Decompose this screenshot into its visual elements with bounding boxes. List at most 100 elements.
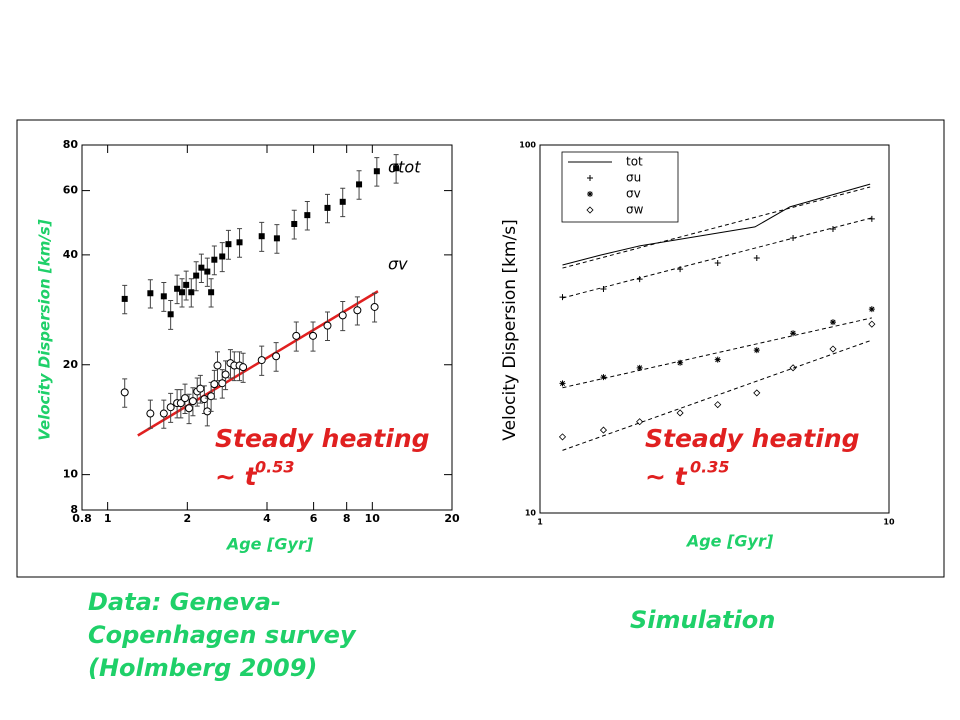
point [324, 204, 331, 211]
y-axis-label: Velocity Dispersion [km/s] [500, 219, 520, 440]
x-axis-label: Age [Gyr] [225, 535, 314, 554]
y-axis-label: Velocity Dispersion [km/s] [36, 219, 54, 440]
point [146, 409, 155, 418]
point [714, 356, 721, 363]
point [868, 320, 876, 328]
plot-frame [539, 144, 890, 514]
point [636, 276, 643, 283]
point [273, 235, 280, 242]
point [196, 384, 205, 393]
point [829, 226, 836, 233]
point [160, 293, 167, 300]
legend-swatch [587, 191, 593, 197]
y-tick-label: 60 [63, 184, 79, 197]
point [868, 215, 875, 222]
point [188, 289, 195, 296]
x-tick-label: 10 [883, 518, 895, 527]
caption: Data: Geneva- [88, 588, 281, 616]
annotation: ~ t [215, 462, 258, 491]
point [174, 285, 181, 292]
x-axis-label: Age [Gyr] [685, 532, 774, 551]
x-tick-label: 20 [444, 512, 460, 525]
point [181, 394, 190, 403]
point [677, 266, 684, 273]
point [753, 389, 761, 397]
caption: (Holmberg 2009) [88, 654, 317, 682]
caption: Simulation [630, 606, 775, 634]
annotation: Steady heating [645, 424, 860, 453]
point [559, 294, 566, 301]
y-tick-label: 80 [63, 138, 79, 151]
y-tick-label: 10 [63, 468, 79, 481]
point [221, 370, 230, 379]
y-tick-label: 20 [63, 358, 79, 371]
point [353, 306, 362, 315]
point [218, 379, 227, 388]
point [829, 345, 837, 353]
point [166, 403, 175, 412]
point [599, 426, 608, 434]
point [272, 352, 281, 361]
point [790, 234, 797, 241]
legend-label: σtot [388, 158, 421, 177]
point [304, 212, 311, 219]
point [558, 433, 567, 441]
model-line [562, 317, 872, 389]
point [829, 319, 836, 326]
legend-label: σu [626, 171, 641, 185]
annotation: Steady heating [215, 424, 430, 453]
point [167, 311, 174, 318]
point [208, 289, 215, 296]
plot-frame [81, 144, 453, 511]
caption: Copenhagen survey [88, 621, 357, 649]
point [147, 290, 154, 297]
point [370, 302, 379, 311]
annotation: 0.53 [255, 458, 294, 477]
point [213, 361, 222, 370]
x-tick-label: 1 [104, 512, 112, 525]
fit-line [137, 290, 379, 437]
point [559, 380, 566, 387]
point [204, 268, 211, 275]
legend [561, 151, 679, 223]
point [339, 198, 346, 205]
point [258, 233, 265, 240]
point [219, 253, 226, 260]
point [636, 364, 643, 371]
point [239, 363, 248, 372]
x-tick-label: 4 [263, 512, 271, 525]
point [257, 356, 266, 365]
point [121, 295, 128, 302]
annotation: 0.35 [690, 458, 729, 477]
point [292, 331, 301, 340]
legend-swatch [586, 206, 594, 214]
point [868, 306, 875, 313]
legend-label: σw [626, 203, 644, 217]
point [198, 264, 205, 271]
point [338, 311, 347, 320]
point [600, 374, 607, 381]
x-tick-label: 10 [365, 512, 381, 525]
point [636, 418, 644, 426]
legend-label: σv [388, 255, 408, 274]
point [393, 165, 400, 172]
point [753, 255, 760, 262]
x-tick-label: 1 [537, 518, 543, 527]
x-tick-label: 6 [310, 512, 318, 525]
legend-swatch [587, 175, 593, 181]
point [789, 364, 797, 372]
series-line [562, 183, 871, 266]
point [309, 331, 318, 340]
point [183, 281, 190, 288]
annotation: ~ t [645, 462, 688, 491]
point [356, 181, 363, 188]
y-tick-label: 40 [63, 248, 79, 261]
point [188, 397, 197, 406]
point [676, 409, 684, 417]
legend-label: tot [626, 155, 643, 169]
y-tick-label: 100 [519, 141, 536, 150]
point [600, 286, 607, 293]
point [291, 221, 298, 228]
model-line [562, 217, 872, 299]
